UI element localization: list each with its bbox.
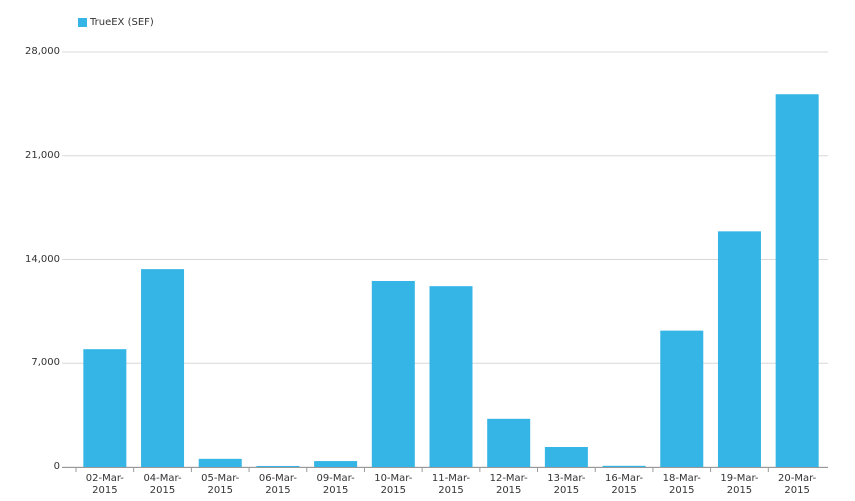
bar (429, 286, 473, 467)
bar (314, 461, 358, 467)
y-tick-label: 0 (53, 461, 60, 472)
x-tick-label: 02-Mar-2015 (85, 473, 124, 496)
bar (717, 231, 761, 467)
y-tick-label: 14,000 (25, 253, 60, 265)
bar (775, 94, 819, 467)
bar (141, 269, 185, 467)
x-tick-label: 20-Mar-2015 (778, 473, 817, 496)
x-tick-label: 13-Mar-2015 (547, 473, 586, 496)
bar (256, 465, 300, 467)
x-tick-label: 11-Mar-2015 (431, 473, 471, 496)
y-tick-label: 7,000 (31, 357, 60, 369)
bar (83, 349, 127, 467)
bar (198, 458, 242, 467)
y-tick-label: 28,000 (25, 46, 60, 57)
x-tick-label: 06-Mar-2015 (258, 473, 297, 496)
x-tick-label: 10-Mar-2015 (374, 473, 413, 496)
x-tick-label: 09-Mar-2015 (316, 473, 355, 496)
legend-label: TrueEX (SEF) (90, 17, 154, 28)
x-tick-label: 05-Mar-2015 (201, 473, 240, 496)
x-tick-label: 16-Mar-2015 (604, 473, 644, 496)
bar (602, 465, 646, 467)
y-tick-label: 21,000 (25, 149, 60, 161)
bar (371, 280, 415, 467)
x-tick-label: 12-Mar-2015 (489, 473, 528, 496)
legend-swatch (78, 18, 87, 27)
x-tick-label: 19-Mar-2015 (720, 473, 759, 496)
bar (544, 446, 588, 467)
x-tick-label: 04-Mar-2015 (143, 473, 182, 496)
bar (660, 330, 704, 467)
bar (487, 418, 531, 467)
x-tick-label: 18-Mar-2015 (662, 473, 701, 496)
